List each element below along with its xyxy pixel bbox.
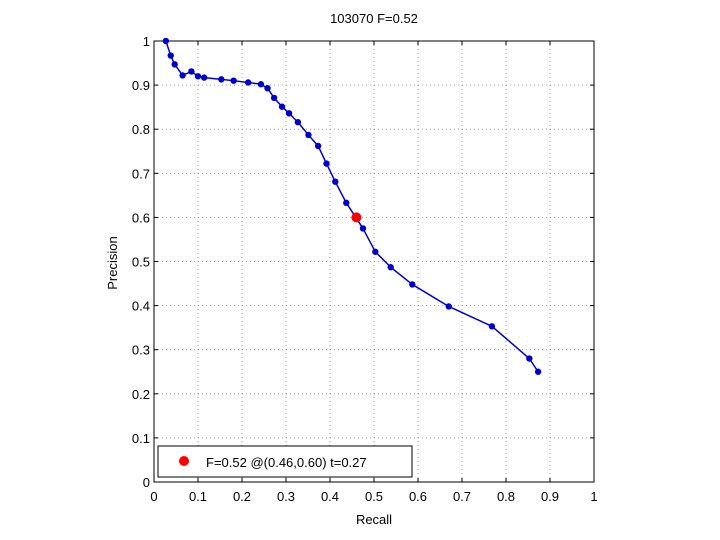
data-point	[257, 81, 265, 88]
y-tick-label: 0.4	[132, 299, 150, 314]
data-point	[230, 77, 237, 84]
y-tick-label: 0.8	[132, 122, 150, 137]
y-tick-label: 0.1	[132, 431, 150, 446]
data-point	[285, 110, 293, 117]
x-tick-label: 0.1	[189, 489, 207, 504]
data-point	[445, 303, 452, 310]
legend-box	[157, 445, 413, 478]
data-point	[534, 368, 542, 375]
data-point	[162, 37, 170, 45]
y-tick-label: 0.7	[132, 166, 150, 181]
x-tick-label: 0.4	[321, 489, 339, 504]
data-point	[305, 131, 312, 139]
data-point	[200, 74, 208, 81]
legend: F=0.52 @(0.46,0.60) t=0.27	[157, 445, 413, 478]
data-point	[332, 178, 339, 185]
x-tick-label: 0	[150, 489, 157, 504]
data-point	[218, 76, 225, 83]
data-point	[194, 73, 202, 80]
x-tick-label: 0.6	[409, 489, 427, 504]
data-point	[359, 225, 367, 232]
data-point	[244, 79, 252, 86]
data-point	[323, 160, 330, 167]
chart-title: 103070 F=0.52	[330, 11, 418, 26]
data-point	[372, 248, 379, 255]
y-tick-label: 0.3	[132, 343, 150, 358]
x-tick-label: 0.3	[277, 489, 295, 504]
data-point	[314, 142, 322, 150]
data-point	[278, 103, 286, 110]
legend-marker	[179, 456, 189, 466]
x-tick-label: 0.9	[541, 489, 559, 504]
data-point	[188, 68, 195, 75]
highlight-layer	[351, 212, 362, 223]
x-tick-label: 0.5	[365, 489, 383, 504]
data-point	[171, 61, 178, 68]
y-tick-label: 0.2	[132, 387, 150, 402]
data-point	[167, 52, 174, 59]
y-tick-label: 0.6	[132, 210, 150, 225]
data-point	[488, 323, 496, 330]
best-f-point	[351, 212, 362, 223]
x-tick-label: 1	[590, 489, 597, 504]
y-tick-label: 0.5	[132, 255, 150, 270]
grid	[154, 41, 594, 482]
y-tick-label: 0.9	[132, 78, 150, 93]
x-tick-label: 0.7	[453, 489, 471, 504]
data-point	[179, 72, 186, 79]
data-point	[343, 199, 350, 207]
data-point	[270, 94, 278, 102]
data-point	[526, 355, 533, 362]
data-point	[264, 84, 271, 92]
data-point	[387, 264, 394, 271]
x-tick-labels: 0 0.1 0.2 0.3 0.4 0.5 0.6 0.7 0.8 0.9 1	[150, 489, 597, 504]
y-tick-label: 1	[143, 34, 150, 49]
data-point	[409, 281, 416, 288]
y-tick-labels: 0 0.1 0.2 0.3 0.4 0.5 0.6 0.7 0.8 0.9 1	[132, 34, 150, 490]
y-tick-label: 0	[143, 475, 150, 490]
x-tick-label: 0.8	[497, 489, 515, 504]
x-tick-label: 0.2	[233, 489, 251, 504]
series-layer	[162, 37, 542, 375]
ticks	[153, 40, 595, 483]
x-axis-label: Recall	[356, 512, 392, 527]
y-axis-label: Precision	[105, 236, 120, 289]
data-point	[294, 118, 302, 126]
legend-label: F=0.52 @(0.46,0.60) t=0.27	[206, 455, 367, 470]
